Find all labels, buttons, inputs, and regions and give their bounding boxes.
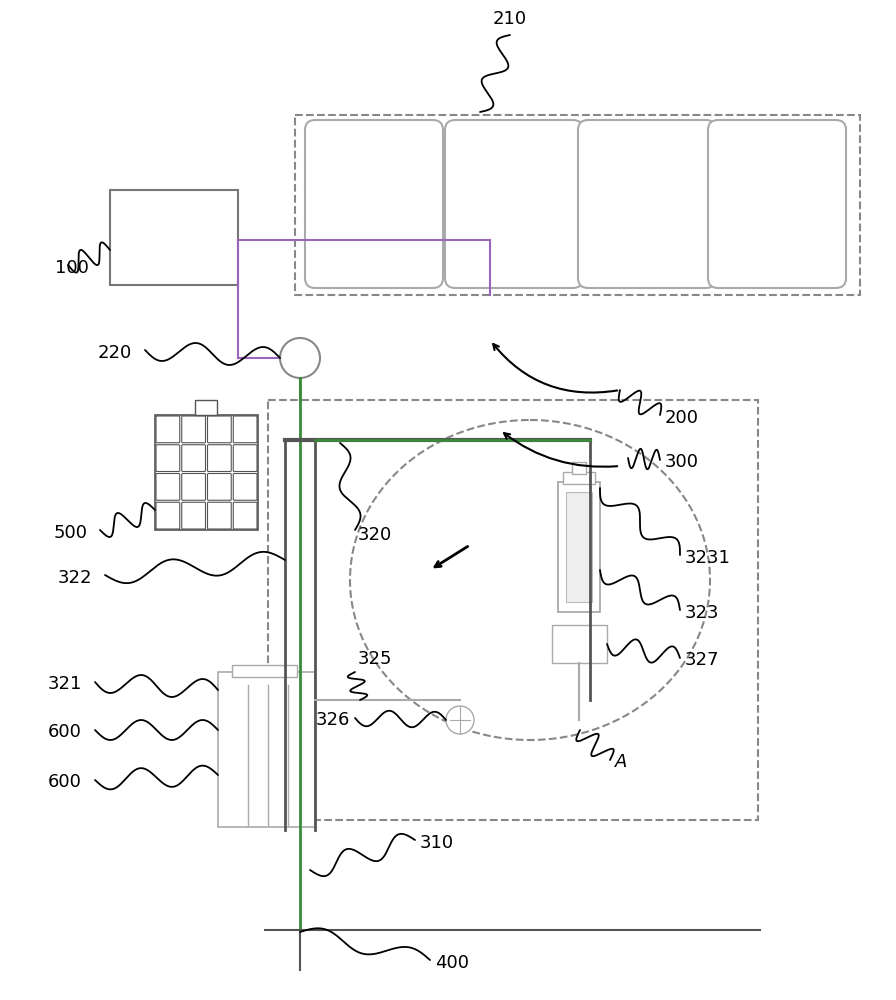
FancyBboxPatch shape [156, 445, 180, 472]
FancyBboxPatch shape [182, 502, 205, 529]
Circle shape [446, 706, 474, 734]
FancyBboxPatch shape [182, 474, 205, 500]
FancyBboxPatch shape [233, 416, 257, 443]
Text: A: A [615, 753, 627, 771]
Text: 326: 326 [315, 711, 350, 729]
Text: 600: 600 [48, 773, 82, 791]
Bar [563, 472, 595, 484]
FancyBboxPatch shape [182, 416, 205, 443]
Text: 320: 320 [358, 526, 392, 544]
Bar [558, 482, 600, 612]
Text: 327: 327 [685, 651, 719, 669]
FancyBboxPatch shape [233, 474, 257, 500]
Bar [195, 400, 217, 415]
FancyBboxPatch shape [156, 474, 180, 500]
FancyBboxPatch shape [182, 445, 205, 472]
Bar [155, 415, 258, 530]
Bar [566, 492, 592, 602]
Text: 220: 220 [98, 344, 132, 362]
FancyBboxPatch shape [208, 445, 231, 472]
Bar [572, 462, 586, 474]
FancyBboxPatch shape [156, 502, 180, 529]
Text: 3231: 3231 [685, 549, 731, 567]
Text: 500: 500 [54, 524, 88, 542]
FancyBboxPatch shape [208, 474, 231, 500]
Text: 325: 325 [358, 650, 392, 668]
Text: 200: 200 [665, 409, 699, 427]
FancyBboxPatch shape [305, 120, 443, 288]
Text: 210: 210 [493, 10, 527, 28]
FancyBboxPatch shape [208, 416, 231, 443]
FancyBboxPatch shape [208, 502, 231, 529]
FancyBboxPatch shape [156, 416, 180, 443]
Text: 100: 100 [55, 259, 89, 277]
Bar [232, 665, 297, 677]
FancyBboxPatch shape [578, 120, 716, 288]
Bar [110, 190, 238, 285]
Text: 323: 323 [685, 604, 719, 622]
FancyBboxPatch shape [233, 502, 257, 529]
FancyBboxPatch shape [445, 120, 583, 288]
Text: 310: 310 [420, 834, 454, 852]
Text: 400: 400 [435, 954, 469, 972]
Bar [552, 625, 607, 663]
Text: 600: 600 [48, 723, 82, 741]
Circle shape [280, 338, 320, 378]
Bar [295, 115, 860, 295]
Text: 322: 322 [57, 569, 92, 587]
Bar [268, 400, 758, 820]
Text: 321: 321 [47, 675, 82, 693]
Text: 300: 300 [665, 453, 699, 471]
FancyBboxPatch shape [708, 120, 846, 288]
FancyBboxPatch shape [233, 445, 257, 472]
Bar [218, 672, 315, 827]
